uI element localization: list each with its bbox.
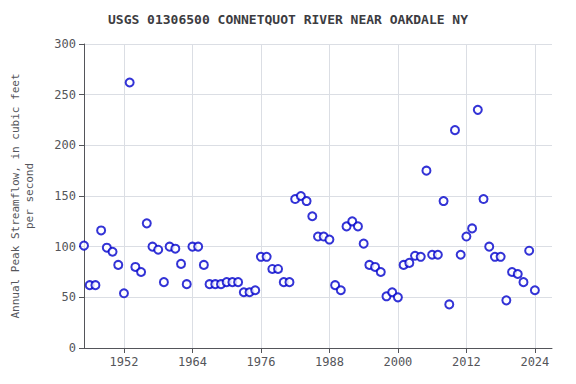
svg-text:1952: 1952	[109, 355, 138, 369]
svg-text:2000: 2000	[383, 355, 412, 369]
svg-text:2012: 2012	[452, 355, 481, 369]
svg-text:1964: 1964	[178, 355, 207, 369]
svg-text:1976: 1976	[246, 355, 275, 369]
svg-text:100: 100	[54, 240, 76, 254]
svg-text:2024: 2024	[520, 355, 549, 369]
svg-text:250: 250	[54, 88, 76, 102]
svg-text:USGS 01306500 CONNETQUOT RIVER: USGS 01306500 CONNETQUOT RIVER NEAR OAKD…	[108, 12, 468, 27]
svg-text:200: 200	[54, 138, 76, 152]
svg-text:Annual Peak Streamflow, in cub: Annual Peak Streamflow, in cubic feet	[9, 73, 22, 318]
svg-text:150: 150	[54, 189, 76, 203]
svg-text:1988: 1988	[315, 355, 344, 369]
svg-text:50: 50	[62, 290, 76, 304]
svg-text:per second: per second	[23, 163, 36, 229]
svg-text:300: 300	[54, 37, 76, 51]
svg-text:0: 0	[69, 341, 76, 355]
